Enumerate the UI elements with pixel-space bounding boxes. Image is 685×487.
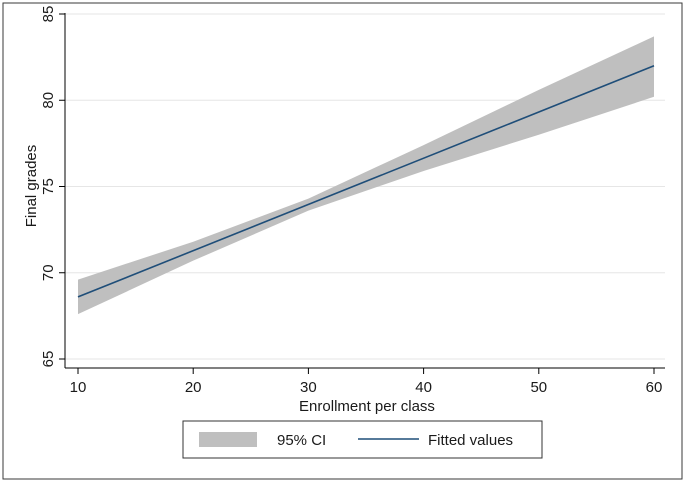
x-tick-label-40: 40 <box>415 379 432 396</box>
y-tick-label-70: 70 <box>40 264 57 281</box>
axis-layer <box>59 13 665 374</box>
tick-label-layer: 10 20 30 40 50 60 65 70 75 80 85 <box>40 6 662 396</box>
x-tick-label-60: 60 <box>646 379 663 396</box>
y-tick-label-75: 75 <box>40 178 57 195</box>
legend: 95% CI Fitted values <box>182 420 543 459</box>
y-tick-label-80: 80 <box>40 92 57 109</box>
x-axis-label: Enrollment per class <box>299 398 435 415</box>
y-tick-label-65: 65 <box>40 351 57 368</box>
legend-label-fitted: Fitted values <box>428 432 513 449</box>
fitted-values-line <box>77 65 655 298</box>
legend-label-ci: 95% CI <box>277 432 326 449</box>
x-tick-label-20: 20 <box>185 379 202 396</box>
figure-border <box>2 2 683 480</box>
fitted-line-layer <box>77 65 655 298</box>
x-tick-label-30: 30 <box>300 379 317 396</box>
y-tick-label-85: 85 <box>40 6 57 23</box>
legend-swatch-ci-band <box>199 432 257 447</box>
ci-band-layer <box>78 36 654 315</box>
x-tick-label-10: 10 <box>70 379 87 396</box>
ci-band-area <box>78 36 654 315</box>
x-tick-label-50: 50 <box>530 379 547 396</box>
y-axis-label: Final grades <box>23 145 40 228</box>
